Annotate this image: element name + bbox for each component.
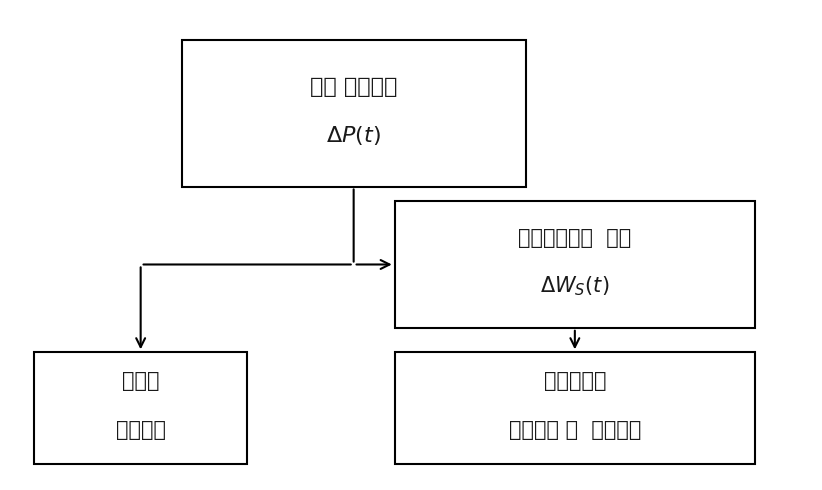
Bar bbox=[395, 352, 755, 464]
Text: 증기발생기: 증기발생기 bbox=[543, 371, 606, 392]
Text: $\Delta P(t)$: $\Delta P(t)$ bbox=[326, 124, 381, 147]
Text: 부하 변동신호: 부하 변동신호 bbox=[310, 76, 397, 97]
Bar bbox=[182, 40, 526, 187]
Text: 출력조절: 출력조절 bbox=[116, 420, 166, 440]
Text: 원자로: 원자로 bbox=[122, 371, 159, 392]
Text: 증기유량으로  환산: 증기유량으로 환산 bbox=[518, 228, 631, 247]
Text: $\Delta W_S(t)$: $\Delta W_S(t)$ bbox=[540, 274, 610, 298]
Text: 급수유량 및  수위조절: 급수유량 및 수위조절 bbox=[509, 420, 641, 440]
Bar bbox=[395, 201, 755, 328]
Bar bbox=[35, 352, 247, 464]
